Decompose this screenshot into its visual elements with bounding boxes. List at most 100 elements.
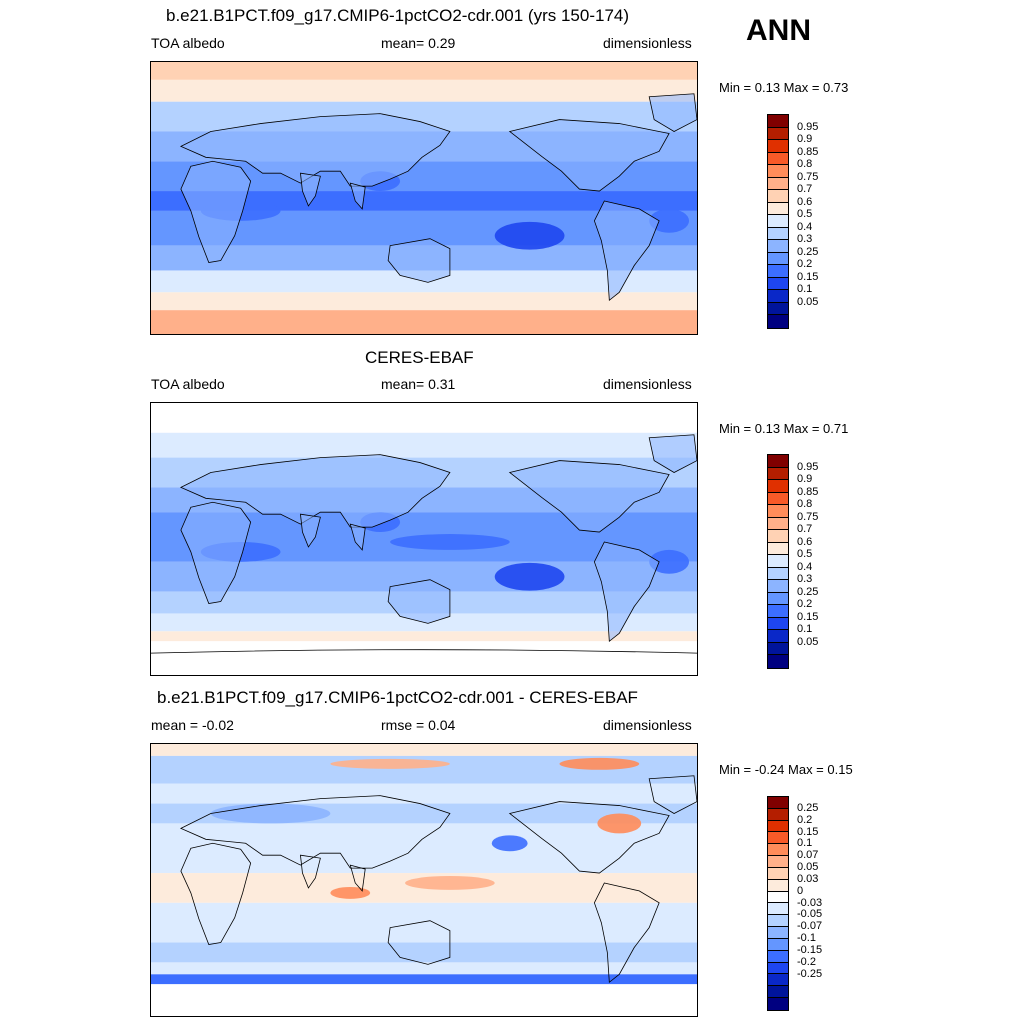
coastline — [508, 801, 670, 874]
coastline — [387, 238, 451, 283]
colorbar-tick-label: -0.07 — [797, 920, 823, 933]
panel-3-left-label: mean = -0.02 — [151, 717, 234, 733]
colorbar-tick-label: 0.8 — [797, 158, 813, 171]
coastline — [179, 795, 451, 869]
contour-feature — [405, 876, 495, 890]
colorbar-tick-label: 0.85 — [797, 145, 819, 158]
coastline — [387, 579, 451, 624]
colorbar-swatch — [768, 467, 788, 481]
colorbar-swatch — [768, 832, 788, 845]
colorbar-tick-label: 0.07 — [797, 849, 819, 862]
colorbar-tick-label: 0.03 — [797, 872, 819, 885]
colorbar-swatch — [768, 903, 788, 916]
contour-feature — [649, 208, 690, 233]
coastline — [179, 454, 451, 528]
colorbar-tick-label: 0.2 — [797, 813, 813, 826]
colorbar-tick-label: 0.15 — [797, 825, 819, 838]
colorbar-tick-label: 0.7 — [797, 523, 813, 536]
colorbar-swatch — [768, 215, 788, 228]
colorbar-tick-label: 0.25 — [797, 245, 819, 258]
contour-feature — [390, 534, 510, 550]
coastline — [648, 93, 697, 132]
coastline — [299, 513, 321, 548]
contour-feature — [330, 886, 371, 899]
panel-3-title: b.e21.B1PCT.f09_g17.CMIP6-1pctCO2-cdr.00… — [157, 688, 638, 707]
colorbar-tick-label: 0.1 — [797, 837, 813, 850]
colorbar-swatch — [768, 480, 788, 493]
panel-1-left-label: TOA albedo — [151, 35, 225, 51]
colorbar-swatch — [768, 950, 788, 963]
colorbar-swatch — [768, 879, 788, 892]
colorbar-tick-label: 0.9 — [797, 473, 813, 486]
colorbar-tick-label: 0.8 — [797, 498, 813, 511]
contour-band — [151, 744, 697, 756]
contour-band — [151, 823, 697, 874]
colorbar-swatch — [768, 891, 788, 904]
panel-2-right-label: dimensionless — [603, 376, 692, 392]
panel-3-right-label: dimensionless — [603, 717, 692, 733]
colorbar-tick-label: 0.15 — [797, 270, 819, 283]
colorbar-swatch — [768, 867, 788, 880]
colorbar-tick-label: 0 — [797, 884, 804, 897]
colorbar-tick-label: 0.4 — [797, 560, 813, 573]
colorbar-tick-label: 0.05 — [797, 635, 819, 648]
colorbar-swatch — [768, 844, 788, 857]
colorbar-swatch — [768, 290, 788, 303]
colorbar-swatch — [768, 974, 788, 987]
colorbar-swatch — [768, 808, 788, 821]
colorbar-tick-label: 0.85 — [797, 485, 819, 498]
panel-3-center-label: rmse = 0.04 — [381, 717, 456, 733]
colorbar-tick-label: 0.25 — [797, 585, 819, 598]
colorbar-swatch — [768, 277, 788, 291]
contour-band — [151, 62, 697, 80]
panel-2-center-label: mean= 0.31 — [381, 376, 456, 392]
coastline — [349, 182, 366, 210]
colorbar-tick-label: -0.2 — [797, 955, 816, 968]
colorbar-tick-label: 0.4 — [797, 220, 813, 233]
panel-2-map — [150, 402, 698, 676]
colorbar-tick-label: 0.05 — [797, 861, 819, 873]
panel-1-right-label: dimensionless — [603, 35, 692, 51]
colorbar-swatch — [768, 202, 788, 216]
colorbar-swatch — [768, 455, 788, 468]
colorbar-tick-label: 0.75 — [797, 170, 819, 183]
colorbar-tick-label: -0.25 — [797, 967, 823, 980]
colorbar-tick-label: 0.6 — [797, 195, 813, 208]
contour-feature — [597, 813, 642, 834]
colorbar-swatch — [768, 505, 788, 518]
colorbar-swatch — [768, 492, 788, 506]
contour-band — [151, 942, 697, 963]
contour-band — [151, 310, 697, 334]
colorbar-swatch — [768, 962, 788, 975]
coastline — [349, 523, 366, 551]
contour-band — [151, 432, 697, 458]
contour-band — [151, 292, 697, 311]
panel-3-map — [150, 743, 698, 1017]
contour-feature — [210, 803, 331, 824]
coastline — [180, 160, 252, 263]
coastline — [151, 649, 697, 654]
panel-2-minmax: Min = 0.13 Max = 0.71 — [719, 421, 849, 436]
contour-band — [151, 403, 697, 433]
colorbar-swatch — [768, 617, 788, 631]
colorbar-swatch — [768, 165, 788, 178]
colorbar-swatch — [768, 998, 788, 1010]
panel-2-left-label: TOA albedo — [151, 376, 225, 392]
coastline — [648, 775, 697, 814]
colorbar-swatch — [768, 240, 788, 253]
colorbar-tick-label: -0.15 — [797, 943, 823, 956]
contour-band — [151, 962, 697, 975]
colorbar-tick-label: 0.95 — [797, 460, 819, 473]
coastline — [508, 119, 670, 192]
coastline — [593, 882, 660, 984]
panel-3-minmax: Min = -0.24 Max = 0.15 — [719, 762, 853, 777]
contour-band — [151, 783, 697, 804]
colorbar-swatch — [768, 630, 788, 643]
colorbar-swatch — [768, 302, 788, 316]
colorbar-tick-label: 0.05 — [797, 295, 819, 308]
contour-band — [151, 984, 697, 1016]
season-label: ANN — [746, 14, 811, 47]
contour-feature — [390, 193, 510, 209]
colorbar-tick-label: 0.75 — [797, 510, 819, 523]
panel-1-center-label: mean= 0.29 — [381, 35, 456, 51]
